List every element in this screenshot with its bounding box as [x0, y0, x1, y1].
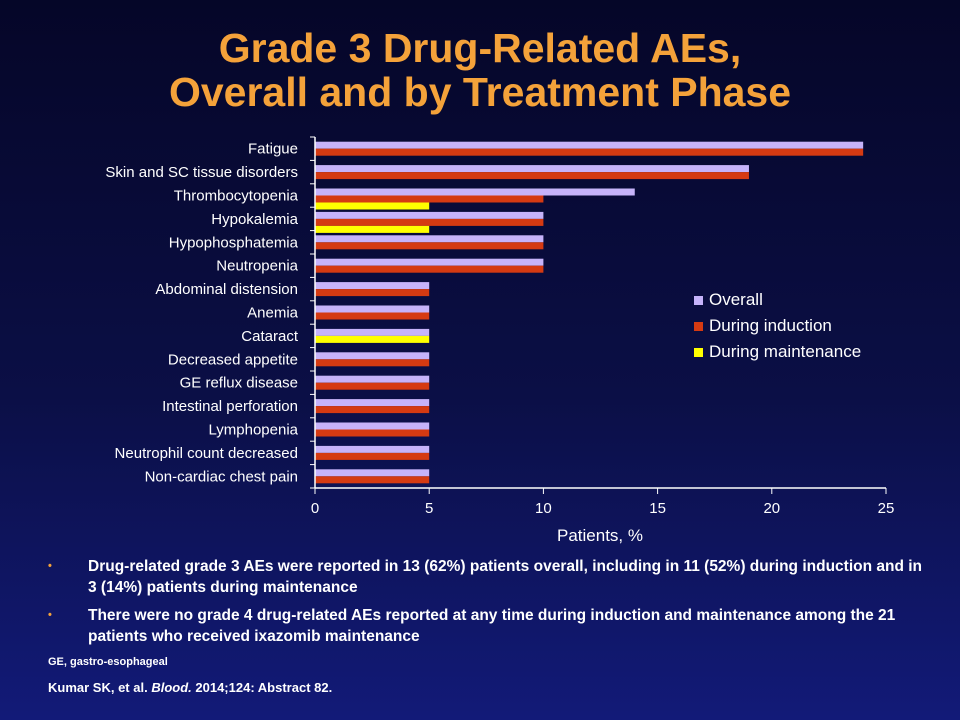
bullet-text: There were no grade 4 drug-related AEs r…: [88, 607, 896, 645]
legend-swatch-overall: [694, 295, 703, 305]
x-tick-label: 25: [878, 500, 895, 517]
bar-induction: [315, 312, 430, 320]
bar-overall: [315, 211, 544, 219]
bar-induction: [315, 148, 864, 156]
bar-overall: [315, 352, 430, 360]
legend-swatch-induction: [694, 321, 703, 331]
bar-induction: [315, 382, 430, 390]
category-label: Hypokalemia: [211, 211, 298, 228]
bar-overall: [315, 235, 544, 243]
bar-overall: [315, 375, 430, 383]
citation-rest: 2014;124: Abstract 82.: [195, 680, 333, 695]
citation-authors: Kumar SK, et al.: [48, 680, 148, 695]
bar-overall: [315, 399, 430, 407]
slide-title: Grade 3 Drug-Related AEs, Overall and by…: [0, 26, 960, 114]
citation-journal: Blood.: [151, 680, 192, 695]
chart-legend: Overall During induction During maintena…: [694, 287, 861, 365]
bar-overall: [315, 165, 749, 173]
bar-overall: [315, 258, 544, 266]
bar-induction: [315, 406, 430, 414]
footnote: GE, gastro-esophageal: [48, 656, 168, 668]
category-label: Non-cardiac chest pain: [145, 468, 298, 485]
bar-induction: [315, 172, 749, 180]
x-tick-label: 0: [311, 500, 319, 517]
bullet-marker: •: [48, 560, 52, 572]
category-label: Thrombocytopenia: [174, 188, 299, 205]
bullet-list: • Drug-related grade 3 AEs were reported…: [44, 556, 924, 654]
bar-overall: [315, 188, 635, 196]
category-label: Skin and SC tissue disorders: [105, 164, 298, 181]
x-tick-label: 20: [763, 500, 780, 517]
x-tick-label: 15: [649, 500, 666, 517]
bullet-item: • There were no grade 4 drug-related AEs…: [44, 605, 924, 647]
bar-induction: [315, 359, 430, 367]
category-label: Neutropenia: [216, 258, 298, 275]
bar-overall: [315, 328, 430, 336]
category-label: Lymphopenia: [208, 422, 298, 439]
category-label: Fatigue: [248, 141, 298, 158]
category-label: Decreased appetite: [168, 351, 298, 368]
bar-induction: [315, 476, 430, 484]
category-label: Anemia: [247, 305, 299, 322]
bar-overall: [315, 469, 430, 477]
legend-item-maintenance: During maintenance: [694, 339, 861, 365]
title-line-1: Grade 3 Drug-Related AEs,: [218, 25, 742, 71]
category-label: Neutrophil count decreased: [115, 445, 298, 462]
category-label: Intestinal perforation: [162, 398, 298, 415]
category-label: Cataract: [241, 328, 299, 345]
citation: Kumar SK, et al. Blood. 2014;124: Abstra…: [48, 680, 332, 695]
bar-overall: [315, 305, 430, 313]
category-label: Hypophosphatemia: [169, 234, 299, 251]
bar-induction: [315, 452, 430, 460]
bar-maintenance: [315, 202, 430, 210]
bar-induction: [315, 265, 544, 273]
bar-overall: [315, 422, 430, 430]
legend-item-induction: During induction: [694, 313, 861, 339]
legend-item-overall: Overall: [694, 287, 861, 313]
bar-overall: [315, 141, 864, 149]
legend-label-maintenance: During maintenance: [709, 342, 862, 361]
legend-label-induction: During induction: [709, 316, 832, 335]
bar-induction: [315, 242, 544, 250]
x-axis-label: Patients, %: [557, 526, 643, 545]
x-tick-label: 10: [535, 500, 552, 517]
x-tick-label: 5: [425, 500, 433, 517]
bar-induction: [315, 195, 544, 203]
category-label: Abdominal distension: [155, 281, 298, 298]
bullet-text: Drug-related grade 3 AEs were reported i…: [88, 558, 923, 596]
bullet-marker: •: [48, 609, 52, 621]
bar-induction: [315, 429, 430, 437]
title-line-2: Overall and by Treatment Phase: [168, 69, 792, 115]
bar-induction: [315, 289, 430, 297]
bar-overall: [315, 282, 430, 290]
legend-label-overall: Overall: [709, 290, 763, 309]
bullet-item: • Drug-related grade 3 AEs were reported…: [44, 556, 924, 598]
bar-maintenance: [315, 225, 430, 233]
bar-maintenance: [315, 335, 430, 343]
legend-swatch-maintenance: [694, 347, 703, 357]
category-label: GE reflux disease: [180, 375, 298, 392]
bar-overall: [315, 445, 430, 453]
bar-induction: [315, 218, 544, 226]
